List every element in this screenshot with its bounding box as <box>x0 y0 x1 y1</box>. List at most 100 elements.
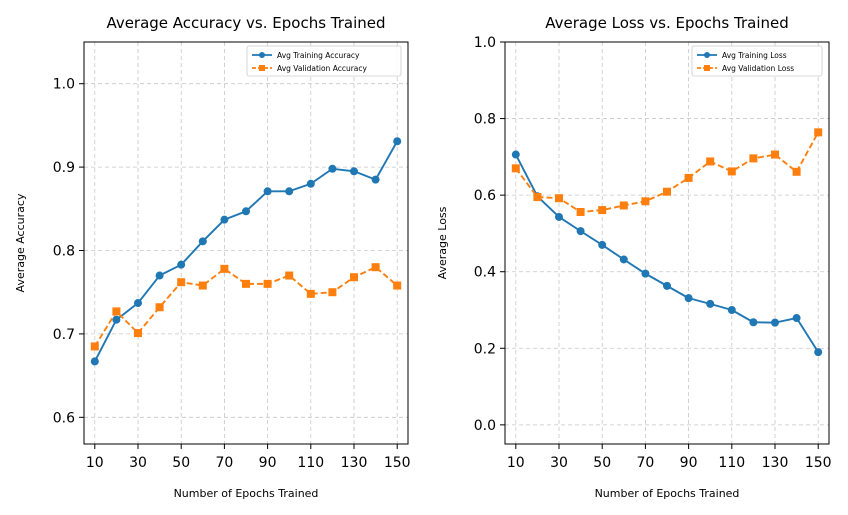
legend-label: Avg Training Loss <box>722 51 787 60</box>
data-point <box>134 299 142 308</box>
data-point <box>598 240 607 249</box>
data-point <box>814 348 823 357</box>
legend-marker <box>704 65 710 71</box>
chart-1: Average Accuracy vs. Epochs Trained 10 30 5… <box>14 14 411 500</box>
series-line <box>93 266 398 347</box>
legend-label: Avg Validation Loss <box>722 64 794 73</box>
x-axis-label: Number of Epochs Trained <box>595 487 740 500</box>
x-tick-label: 30 <box>550 455 568 471</box>
data-point <box>749 318 758 327</box>
data-point <box>263 279 272 288</box>
legend-marker <box>259 52 265 58</box>
y-tick-label: 0.7 <box>53 327 75 343</box>
x-tick-label: 70 <box>636 455 654 471</box>
data-point <box>285 187 294 196</box>
data-point <box>684 173 693 182</box>
data-point <box>112 307 121 316</box>
data-point <box>155 271 164 280</box>
data-point <box>663 281 671 290</box>
data-point <box>663 187 671 196</box>
x-tick-label: 10 <box>507 455 525 471</box>
y-tick-label: 0.6 <box>53 410 75 426</box>
x-tick-label: 110 <box>297 455 324 471</box>
data-point <box>555 212 563 221</box>
data-point <box>177 260 186 269</box>
data-point <box>576 227 585 236</box>
data-point <box>90 357 99 366</box>
data-point <box>619 255 628 264</box>
legend: Avg Training Accuracy Avg Validation Accu… <box>246 45 402 77</box>
data-point <box>641 197 650 206</box>
x-tick-label: 70 <box>215 455 233 471</box>
data-point <box>533 193 542 202</box>
y-tick-label: 0.4 <box>474 265 496 281</box>
data-point <box>727 306 736 314</box>
data-point <box>220 215 229 224</box>
data-point <box>641 269 650 278</box>
x-tick-label: 150 <box>805 455 832 471</box>
data-point <box>112 315 121 324</box>
plot-frame <box>83 41 409 445</box>
data-point <box>706 299 715 308</box>
legend-marker <box>704 52 710 58</box>
y-tick-label: 0.2 <box>474 341 496 357</box>
data-point <box>619 201 628 210</box>
data-point <box>328 164 337 173</box>
chart-title: Average Accuracy vs. Epochs Trained <box>106 14 385 32</box>
series-2 <box>90 263 402 351</box>
data-point <box>350 273 358 282</box>
y-axis-label: Average Accuracy <box>14 193 27 292</box>
data-point <box>749 154 758 163</box>
data-point <box>792 167 801 176</box>
y-tick-label: 1.0 <box>474 35 496 51</box>
x-tick-label: 50 <box>172 455 190 471</box>
data-point <box>771 150 779 159</box>
y-tick-label: 0.0 <box>474 418 496 434</box>
data-point <box>393 281 402 290</box>
data-point <box>155 303 164 312</box>
data-point <box>771 318 779 327</box>
data-point <box>350 167 358 176</box>
y-tick-label: 0.8 <box>53 244 75 260</box>
data-point <box>177 278 186 287</box>
data-point <box>90 342 99 351</box>
y-axis-label: Average Loss <box>436 206 449 279</box>
y-tick-label: 1.0 <box>53 77 75 93</box>
y-tick-label: 0.9 <box>53 160 75 176</box>
series-1 <box>511 150 823 357</box>
legend-marker <box>259 65 265 71</box>
data-point <box>598 206 607 215</box>
y-tick-label: 0.6 <box>474 188 496 204</box>
data-point <box>511 164 520 173</box>
data-point <box>555 194 563 203</box>
data-point <box>198 281 207 290</box>
y-tick-label: 0.8 <box>474 112 496 128</box>
data-point <box>371 263 380 272</box>
data-point <box>242 279 250 288</box>
data-point <box>328 288 337 297</box>
series-2 <box>511 128 823 216</box>
data-point <box>242 207 250 216</box>
x-tick-label: 130 <box>341 455 368 471</box>
data-point <box>576 207 585 216</box>
legend-box <box>246 45 402 77</box>
x-tick-label: 10 <box>86 455 104 471</box>
data-point <box>684 294 693 303</box>
x-axis-label: Number of Epochs Trained <box>174 487 319 500</box>
x-tick-label: 150 <box>384 455 411 471</box>
series-1 <box>90 137 402 366</box>
data-point <box>814 128 823 137</box>
data-point <box>511 150 520 159</box>
x-tick-label: 90 <box>680 455 698 471</box>
x-tick-label: 90 <box>259 455 277 471</box>
x-tick-label: 130 <box>762 455 789 471</box>
legend-label: Avg Training Accuracy <box>277 51 360 60</box>
chart-title: Average Loss vs. Epochs Trained <box>545 14 789 32</box>
chart-2: Average Loss vs. Epochs Trained 10 30 50 70 9… <box>436 14 832 500</box>
x-tick-label: 50 <box>593 455 611 471</box>
data-point <box>306 289 315 298</box>
data-point <box>263 187 272 196</box>
plot-frame <box>504 41 830 445</box>
x-tick-label: 30 <box>129 455 147 471</box>
